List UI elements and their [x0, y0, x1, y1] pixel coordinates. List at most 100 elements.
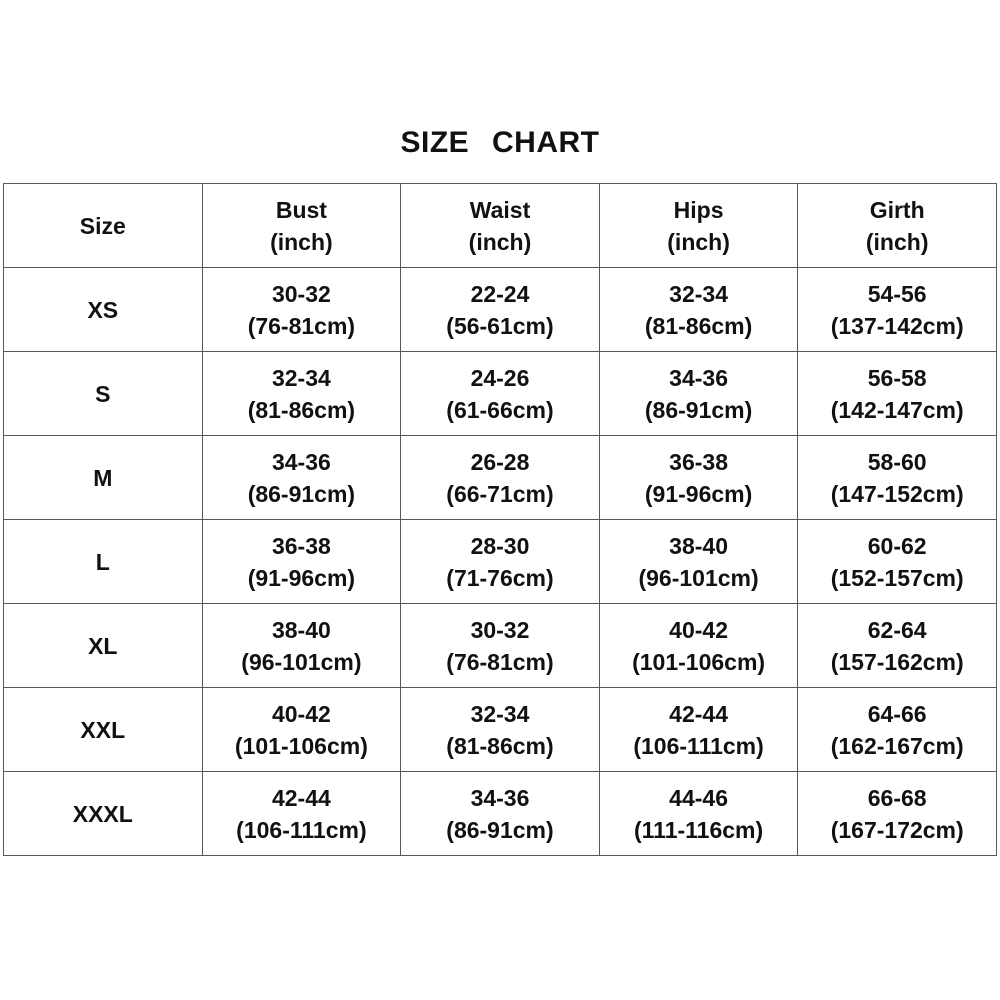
measurement-cell: 34-36 (86-91cm) [201, 435, 402, 520]
size-label: M [93, 464, 113, 491]
inch-range: 60-62 [867, 532, 927, 559]
measurement-cell: 40-42 (101-106cm) [201, 687, 402, 772]
header-unit: (inch) [270, 228, 333, 255]
table-row: XL 38-40 (96-101cm) 30-32 (76-81cm) 40-42 (101… [3, 603, 997, 688]
measurement-cell: 32-34 (81-86cm) [598, 267, 799, 352]
inch-range: 66-68 [867, 784, 927, 811]
inch-range: 40-42 [271, 700, 331, 727]
measurement-cell: 42-44 (106-111cm) [201, 771, 402, 856]
table-row: L 36-38 (91-96cm) 28-30 (71-76cm) 38-40 (96-10… [3, 519, 997, 604]
cm-range: (147-152cm) [830, 480, 964, 507]
size-label: XS [87, 296, 119, 323]
inch-range: 22-24 [470, 280, 530, 307]
cm-range: (86-91cm) [247, 480, 356, 507]
measurement-cell: 24-26 (61-66cm) [400, 351, 600, 436]
cm-range: (76-81cm) [247, 312, 356, 339]
inch-range: 64-66 [867, 700, 927, 727]
cm-range: (81-86cm) [644, 312, 753, 339]
measurement-cell: 38-40 (96-101cm) [201, 603, 402, 688]
cm-range: (81-86cm) [247, 396, 356, 423]
cm-range: (56-61cm) [446, 312, 554, 339]
size-cell: S [3, 351, 203, 436]
table-row: XXL 40-42 (101-106cm) 32-34 (81-86cm) 42-44 (1… [3, 687, 997, 772]
page-title: SIZE CHART [400, 126, 600, 159]
measurement-cell: 66-68 (167-172cm) [797, 771, 997, 856]
measurement-cell: 60-62 (152-157cm) [797, 519, 997, 604]
cm-range: (86-91cm) [644, 396, 753, 423]
size-label: XL [88, 632, 118, 659]
measurement-cell: 40-42 (101-106cm) [598, 603, 799, 688]
inch-range: 62-64 [867, 616, 927, 643]
cm-range: (106-111cm) [236, 816, 367, 843]
size-cell: M [3, 435, 203, 520]
inch-range: 24-26 [470, 364, 530, 391]
inch-range: 58-60 [867, 448, 927, 475]
cm-range: (157-162cm) [830, 648, 964, 675]
header-cell-girth: Girth (inch) [797, 183, 997, 268]
measurement-cell: 38-40 (96-101cm) [598, 519, 799, 604]
inch-range: 40-42 [669, 616, 728, 643]
size-cell: XL [3, 603, 203, 688]
cm-range: (106-111cm) [633, 732, 764, 759]
inch-range: 36-38 [271, 532, 331, 559]
inch-range: 54-56 [867, 280, 927, 307]
cm-range: (96-101cm) [638, 564, 759, 591]
header-label: Girth [869, 196, 925, 223]
size-cell: XS [3, 267, 203, 352]
cm-range: (162-167cm) [830, 732, 964, 759]
table-row: XXXL 42-44 (106-111cm) 34-36 (86-91cm) 44-46 (… [3, 771, 997, 856]
measurement-cell: 30-32 (76-81cm) [400, 603, 600, 688]
header-unit: (inch) [865, 228, 929, 255]
measurement-cell: 32-34 (81-86cm) [201, 351, 402, 436]
header-cell-bust: Bust (inch) [201, 183, 402, 268]
header-cell-size: Size [3, 183, 203, 268]
cm-range: (142-147cm) [830, 396, 964, 423]
cm-range: (101-106cm) [632, 648, 766, 675]
inch-range: 34-36 [669, 364, 728, 391]
inch-range: 34-36 [271, 448, 331, 475]
cm-range: (152-157cm) [830, 564, 964, 591]
size-cell: L [3, 519, 203, 604]
measurement-cell: 28-30 (71-76cm) [400, 519, 600, 604]
inch-range: 30-32 [470, 616, 530, 643]
measurement-cell: 44-46 (111-116cm) [598, 771, 799, 856]
cm-range: (71-76cm) [446, 564, 554, 591]
measurement-cell: 64-66 (162-167cm) [797, 687, 997, 772]
measurement-cell: 42-44 (106-111cm) [598, 687, 799, 772]
table-row: S 32-34 (81-86cm) 24-26 (61-66cm) 34-36 (86-91… [3, 351, 997, 436]
inch-range: 32-34 [669, 280, 728, 307]
cm-range: (86-91cm) [446, 816, 554, 843]
measurement-cell: 58-60 (147-152cm) [797, 435, 997, 520]
size-chart-body: XS 30-32 (76-81cm) 22-24 (56-61cm) 32-34 (81-8… [3, 267, 997, 856]
size-chart-header: Size Bust (inch) Waist (inch) Hips (inch… [3, 183, 997, 268]
inch-range: 32-34 [271, 364, 331, 391]
size-cell: XXL [3, 687, 203, 772]
table-row: XS 30-32 (76-81cm) 22-24 (56-61cm) 32-34 (81-8… [3, 267, 997, 352]
inch-range: 26-28 [470, 448, 530, 475]
size-label: XXL [80, 716, 126, 743]
measurement-cell: 56-58 (142-147cm) [797, 351, 997, 436]
measurement-cell: 30-32 (76-81cm) [201, 267, 402, 352]
measurement-cell: 32-34 (81-86cm) [400, 687, 600, 772]
size-chart-table: Size Bust (inch) Waist (inch) Hips (inch… [3, 183, 997, 856]
inch-range: 38-40 [271, 616, 331, 643]
inch-range: 44-46 [669, 784, 728, 811]
measurement-cell: 54-56 (137-142cm) [797, 267, 997, 352]
header-label: Bust [275, 196, 327, 223]
header-label: Waist [469, 196, 531, 223]
measurement-cell: 34-36 (86-91cm) [598, 351, 799, 436]
inch-range: 32-34 [470, 700, 530, 727]
size-label: L [95, 548, 110, 575]
cm-range: (101-106cm) [234, 732, 368, 759]
measurement-cell: 62-64 (157-162cm) [797, 603, 997, 688]
cm-range: (66-71cm) [446, 480, 554, 507]
inch-range: 42-44 [271, 784, 331, 811]
cm-range: (76-81cm) [446, 648, 554, 675]
cm-range: (91-96cm) [644, 480, 753, 507]
inch-range: 38-40 [669, 532, 728, 559]
cm-range: (91-96cm) [247, 564, 356, 591]
inch-range: 34-36 [470, 784, 530, 811]
measurement-cell: 36-38 (91-96cm) [201, 519, 402, 604]
table-row: M 34-36 (86-91cm) 26-28 (66-71cm) 36-38 (91-96… [3, 435, 997, 520]
measurement-cell: 34-36 (86-91cm) [400, 771, 600, 856]
